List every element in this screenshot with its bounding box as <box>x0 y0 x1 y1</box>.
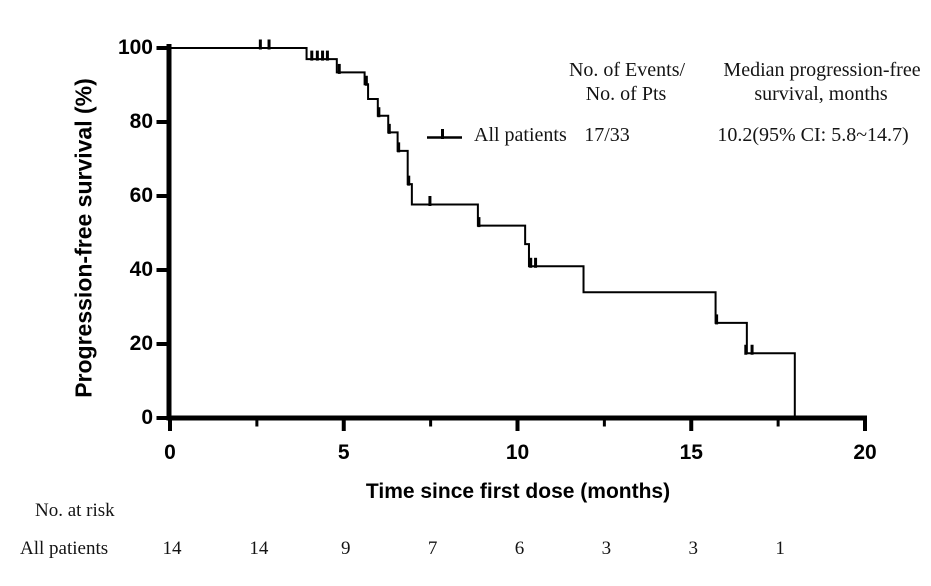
risk-value: 1 <box>775 538 785 559</box>
risk-value: 9 <box>341 538 351 559</box>
risk-row-label: All patients <box>20 538 109 559</box>
x-tick-label: 10 <box>505 441 530 464</box>
median-column-header-line1: Median progression-free <box>723 59 921 81</box>
risk-value: 7 <box>427 538 438 559</box>
events-value: 17/33 <box>584 124 630 146</box>
risk-value: 3 <box>601 538 612 559</box>
y-tick-label: 100 <box>117 36 153 59</box>
y-tick-label: 0 <box>141 406 153 429</box>
x-tick-label: 0 <box>164 441 176 464</box>
legend-series-label: All patients <box>474 124 567 146</box>
median-column-header-line2: survival, months <box>754 83 888 105</box>
risk-value: 14 <box>162 538 182 559</box>
events-column-header-line2: No. of Pts <box>585 83 667 105</box>
y-tick-label: 40 <box>129 258 153 281</box>
y-tick-label: 80 <box>129 110 153 133</box>
x-tick-label: 5 <box>337 441 350 464</box>
risk-value: 14 <box>249 538 269 559</box>
events-column-header-line1: No. of Events/ <box>568 59 686 81</box>
risk-table-title: No. at risk <box>35 500 115 521</box>
y-tick-label: 20 <box>129 332 153 355</box>
x-axis-title: Time since first dose (months) <box>365 480 671 503</box>
y-tick-label: 60 <box>129 184 153 207</box>
survival-step-curve <box>170 47 796 418</box>
risk-value: 6 <box>514 538 525 559</box>
median-value: 10.2(95% CI: 5.8~14.7) <box>717 124 909 146</box>
x-tick-label: 15 <box>679 441 703 464</box>
risk-value: 3 <box>688 538 699 559</box>
x-tick-label: 20 <box>853 441 877 464</box>
